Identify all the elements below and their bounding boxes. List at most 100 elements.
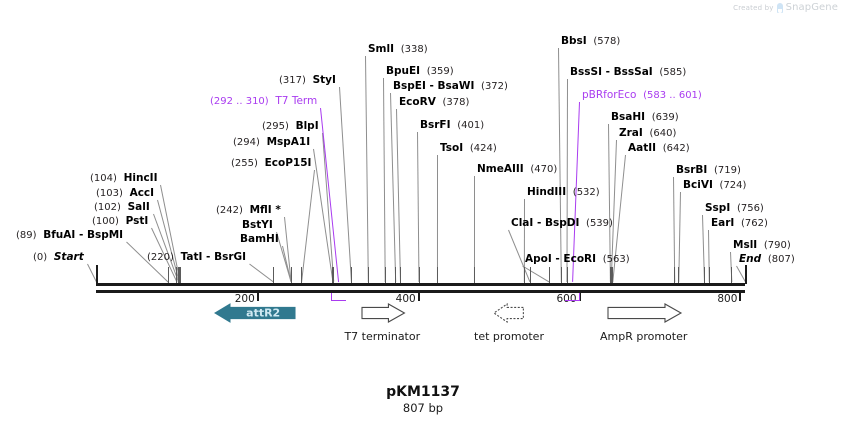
site-position-hincii: (104): [90, 173, 117, 184]
site-position-sali: (102): [94, 202, 121, 213]
restriction-site-tick: [678, 267, 680, 283]
watermark-created-by-text: Created by: [733, 3, 774, 12]
site-position-apoi: (563): [602, 254, 630, 265]
site-label-tsoi[interactable]: TsoI (424): [440, 143, 497, 155]
restriction-site-tick: [560, 267, 562, 283]
site-position-zrai: (640): [649, 128, 677, 139]
site-label-eari[interactable]: EarI (762): [711, 217, 768, 230]
site-name-nmeaiii: NmeAIII: [477, 163, 524, 175]
restriction-site-tick: [612, 267, 614, 283]
restriction-site-tick: [179, 267, 181, 283]
feature-arrow-tetpromoter[interactable]: [493, 303, 526, 325]
site-position-pbrforeco: (583 .. 601): [643, 90, 702, 101]
site-name-blpi: BlpI: [295, 120, 319, 132]
site-label-hincii[interactable]: (104) HincII: [90, 172, 158, 185]
site-label-mfli[interactable]: (242) MflI *: [216, 204, 281, 217]
restriction-site-tick: [167, 267, 169, 283]
site-label-start[interactable]: (0) Start: [33, 252, 84, 264]
snapgene-watermark: Created by SnapGene: [733, 2, 838, 13]
site-name-mfli: MflI *: [249, 204, 281, 216]
site-label-bsssi[interactable]: BssSI - BssSaI (585): [570, 66, 687, 79]
feature-label-amprpromoter: AmpR promoter: [599, 330, 688, 343]
site-name-bcivi: BciVI: [683, 179, 713, 191]
site-label-clai[interactable]: ClaI - BspDI (539): [511, 218, 613, 230]
site-name-t7term: T7 Term: [275, 95, 318, 107]
site-label-tati[interactable]: (220) TatI - BsrGI: [147, 251, 247, 264]
site-label-blpi[interactable]: (295) BlpI: [262, 120, 319, 133]
site-label-bamhi[interactable]: BamHI: [240, 234, 279, 245]
site-label-bsrfi[interactable]: BsrFI (401): [420, 120, 484, 132]
leader-line-blpi: [322, 132, 335, 283]
site-label-mspa1i[interactable]: (294) MspA1I: [233, 136, 311, 149]
site-label-apoi[interactable]: ApoI - EcoRI (563): [525, 254, 630, 266]
backbone-terminus-tick-start: [96, 265, 98, 284]
site-position-hindiii: (532): [572, 187, 600, 198]
leader-line-bpuei: [383, 77, 386, 282]
feature-arrow-t7terminator[interactable]: [361, 303, 406, 325]
site-label-sspi[interactable]: SspI (756): [705, 203, 764, 215]
site-name-pbrforeco: pBRforEco: [582, 89, 637, 101]
site-position-bsssi: (585): [659, 67, 687, 78]
site-label-bsahi[interactable]: BsaHI (639): [611, 112, 679, 124]
site-label-psti[interactable]: (100) PstI: [92, 216, 148, 228]
ruler-tick-mark: [417, 293, 420, 301]
site-name-bstyi: BstYI: [242, 219, 273, 231]
site-label-smli[interactable]: SmlI (338): [368, 44, 428, 56]
site-label-sali[interactable]: (102) SalI: [94, 201, 150, 214]
feature-arrow-attr2[interactable]: [214, 303, 298, 325]
site-label-bfuai[interactable]: (89) BfuAI - BspMI: [16, 230, 123, 242]
site-name-acci: AccI: [129, 187, 155, 199]
restriction-site-tick: [272, 267, 274, 283]
feature-range-bracket-t7term: [330, 293, 347, 301]
site-label-styi[interactable]: (317) StyI: [279, 75, 336, 87]
site-name-mspa1i: MspA1I: [266, 136, 311, 148]
feature-range-bracket-pbrforeco: [564, 293, 581, 301]
site-label-ecorv[interactable]: EcoRV (378): [399, 97, 469, 109]
site-name-end: End: [739, 253, 762, 265]
site-label-bpuei[interactable]: BpuEI (359): [386, 66, 454, 78]
site-position-sspi: (756): [736, 203, 764, 214]
site-name-eari: EarI: [711, 217, 735, 229]
site-position-t7term: (292 .. 310): [210, 96, 269, 107]
site-label-ecop15i[interactable]: (255) EcoP15I: [231, 158, 311, 170]
backbone-terminus-tick-end: [745, 265, 747, 284]
site-label-end[interactable]: End (807): [739, 253, 795, 266]
site-name-bsrbi: BsrBI: [676, 164, 708, 176]
leader-line-styi: [339, 86, 352, 283]
site-name-hincii: HincII: [123, 172, 158, 184]
restriction-site-tick: [529, 267, 531, 283]
site-label-nmeaiii[interactable]: NmeAIII (470): [477, 163, 557, 176]
restriction-site-tick: [704, 267, 705, 283]
site-name-zrai: ZraI: [619, 127, 643, 139]
site-label-hindiii[interactable]: HindIII (532): [527, 187, 600, 199]
ruler-tick-mark: [256, 293, 259, 301]
site-name-bsssi: BssSI - BssSaI: [570, 66, 653, 78]
site-position-msli: (790): [763, 240, 791, 251]
site-name-sali: SalI: [127, 201, 150, 213]
leader-line-bbsi: [558, 47, 562, 282]
site-label-bsrbi[interactable]: BsrBI (719): [676, 164, 741, 177]
backbone-line-bottom: [96, 290, 745, 293]
restriction-site-tick: [176, 267, 178, 283]
site-label-pbrforeco[interactable]: pBRforEco (583 .. 601): [582, 89, 702, 102]
site-label-bstyi[interactable]: BstYI: [242, 220, 273, 231]
leader-line-bsssi: [566, 78, 568, 283]
site-label-bbsi[interactable]: BbsI (578): [561, 36, 620, 48]
site-label-bspei[interactable]: BspEI - BsaWI (372): [393, 81, 508, 93]
ruler-tick-mark: [739, 293, 742, 301]
leader-line-ecorv: [396, 108, 401, 282]
site-position-styi: (317): [279, 75, 306, 86]
feature-arrow-amprpromoter[interactable]: [607, 303, 683, 325]
site-label-acci[interactable]: (103) AccI: [96, 187, 155, 200]
site-label-aatii[interactable]: AatII (642): [628, 143, 690, 155]
site-label-bcivi[interactable]: BciVI (724): [683, 179, 746, 192]
site-label-msli[interactable]: MslI (790): [733, 240, 791, 252]
site-name-tati: TatI - BsrGI: [180, 251, 247, 263]
site-position-aatii: (642): [662, 143, 690, 154]
restriction-site-tick: [674, 267, 676, 283]
leader-line-ecop15i: [301, 169, 315, 283]
restriction-site-tick: [333, 267, 335, 283]
site-label-t7term[interactable]: (292 .. 310) T7 Term: [210, 95, 318, 108]
watermark-brand-text: SnapGene: [785, 2, 838, 13]
site-label-zrai[interactable]: ZraI (640): [619, 127, 677, 140]
